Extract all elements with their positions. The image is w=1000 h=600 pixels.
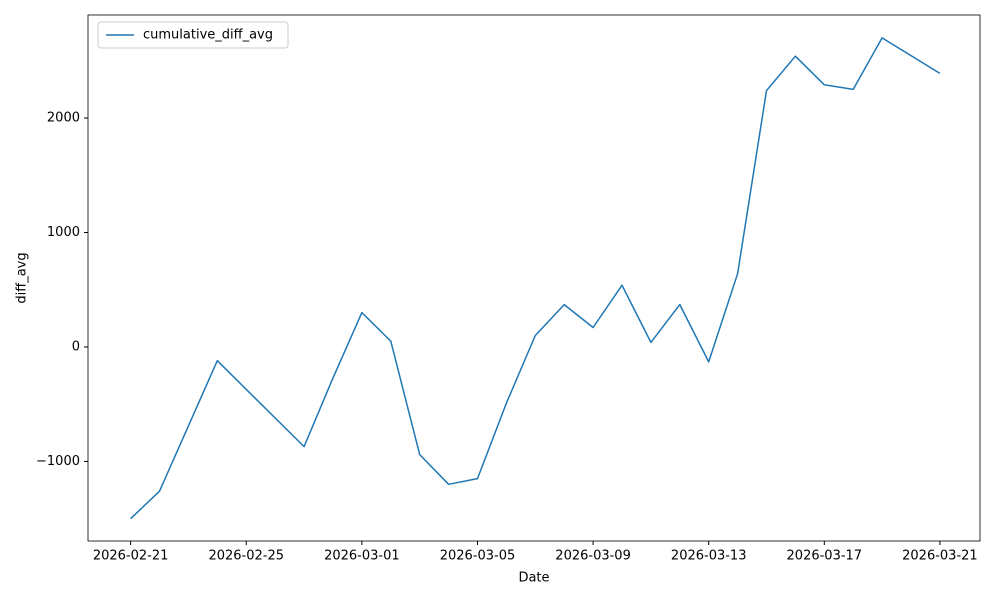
y-tick-label: −1000	[36, 454, 80, 469]
y-axis-label: diff_avg	[15, 252, 30, 303]
x-tick-label: 2026-03-21	[902, 549, 978, 564]
x-tick-label: 2026-02-25	[208, 549, 284, 564]
plot-frame	[87, 14, 981, 542]
data-line	[130, 37, 941, 520]
y-tick-label: 0	[72, 339, 80, 354]
x-axis-label: Date	[518, 571, 549, 586]
x-tick-label: 2026-03-13	[671, 549, 747, 564]
legend-label: cumulative_diff_avg	[143, 28, 273, 43]
x-tick-label: 2026-03-17	[787, 549, 863, 564]
x-tick-label: 2026-03-05	[440, 549, 516, 564]
y-tick-label: 1000	[47, 225, 80, 240]
y-tick-label: 2000	[47, 111, 80, 126]
x-tick-label: 2026-03-09	[555, 549, 631, 564]
x-tick-label: 2026-02-21	[93, 549, 169, 564]
legend-box	[97, 21, 289, 49]
x-tick-label: 2026-03-01	[324, 549, 400, 564]
